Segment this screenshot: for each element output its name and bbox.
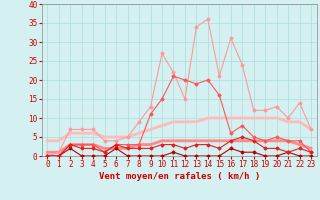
- X-axis label: Vent moyen/en rafales ( km/h ): Vent moyen/en rafales ( km/h ): [99, 172, 260, 181]
